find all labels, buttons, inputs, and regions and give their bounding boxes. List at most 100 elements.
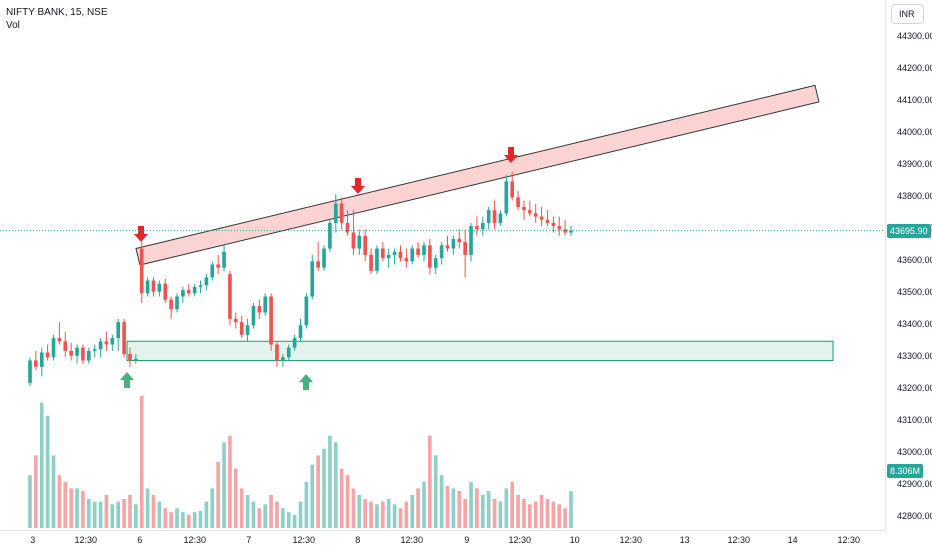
volume-layer	[28, 396, 573, 528]
volume-bar	[328, 435, 332, 528]
candle-body	[163, 283, 168, 300]
candle-body	[116, 322, 121, 339]
volume-bar	[263, 504, 268, 528]
volume-bar	[310, 464, 315, 528]
volume-bar	[510, 481, 515, 528]
volume-bar	[333, 442, 338, 528]
candle-body	[104, 341, 109, 345]
volume-bar	[480, 495, 485, 528]
chart-area[interactable]: NIFTY BANK, 15, NSE Vol	[0, 0, 885, 530]
volume-bar	[210, 488, 215, 528]
volume-bar	[369, 501, 373, 528]
volume-bar	[139, 396, 144, 528]
candle-body	[245, 325, 250, 335]
candle-body	[175, 296, 179, 310]
candle-body	[204, 277, 209, 286]
candle-body	[463, 242, 467, 255]
price-tick-label: 42800.00	[897, 511, 932, 522]
volume-bar	[228, 435, 232, 528]
candle-body	[292, 338, 297, 348]
candle-body	[34, 360, 38, 367]
candle-body	[433, 258, 438, 268]
volume-bar	[433, 455, 438, 528]
candle-body	[210, 264, 215, 278]
candle-body	[416, 248, 420, 255]
volume-bar	[251, 501, 256, 528]
volume-bar	[528, 504, 532, 528]
candle-body	[257, 306, 262, 313]
time-tick-label: 13	[679, 535, 690, 545]
candle-body	[428, 245, 432, 268]
candle-body	[186, 290, 191, 294]
volume-bar	[63, 481, 68, 528]
chart-canvas[interactable]	[0, 0, 885, 530]
volume-bar	[533, 501, 538, 528]
volume-bar	[198, 510, 203, 528]
volume-bar	[157, 501, 162, 528]
volume-bar	[75, 488, 79, 528]
candle-body	[375, 248, 379, 271]
price-tick-label: 43500.00	[897, 287, 932, 298]
up-arrow-icon	[120, 372, 134, 388]
candle-body	[457, 238, 462, 243]
volume-bar	[233, 468, 238, 528]
candle-body	[504, 181, 509, 214]
candle-body	[45, 352, 50, 358]
volume-bar	[345, 475, 350, 528]
price-tick-label: 43000.00	[897, 447, 932, 458]
symbol-label[interactable]: NIFTY BANK, 15, NSE	[6, 7, 108, 18]
candle-body	[233, 318, 238, 323]
candle-body	[181, 290, 185, 297]
candle-body	[345, 222, 350, 233]
volume-bar	[292, 514, 297, 528]
volume-bar	[410, 495, 415, 528]
volume-bar	[298, 501, 303, 528]
candle-body	[251, 306, 256, 326]
volume-bar	[69, 488, 73, 528]
volume-bar	[516, 495, 520, 528]
candle-body	[286, 347, 291, 358]
volume-bar	[281, 508, 285, 528]
volume-bar	[98, 501, 103, 528]
candle-body	[304, 296, 309, 326]
candle-body	[451, 238, 456, 249]
candle-body	[492, 210, 497, 223]
volume-bar	[522, 498, 526, 528]
time-tick-label: 3	[30, 535, 36, 545]
candle-body	[228, 274, 232, 319]
candle-body	[63, 341, 68, 351]
price-tick-label: 43300.00	[897, 351, 932, 362]
price-tick-label: 43400.00	[897, 319, 932, 330]
candle-body	[469, 226, 473, 255]
candle-body	[69, 350, 73, 356]
candle-body	[51, 338, 56, 358]
time-tick-label: 9	[464, 535, 470, 545]
volume-bar	[257, 508, 262, 528]
candle-body	[145, 280, 150, 294]
candle-body	[333, 203, 338, 223]
down-arrow-icon	[504, 147, 518, 163]
currency-selector[interactable]: INR	[891, 4, 924, 24]
candle-body	[98, 341, 103, 350]
volume-bar	[175, 508, 179, 528]
volume-bar	[134, 504, 138, 528]
candle-body	[310, 261, 315, 297]
candle-body	[134, 358, 138, 361]
time-tick-label: 12:30	[619, 535, 643, 545]
candle-body	[263, 296, 268, 313]
volume-bar	[475, 488, 479, 528]
volume-bar	[163, 508, 168, 528]
volume-bar	[486, 491, 491, 528]
price-axis[interactable]: 44300.00 44200.00 44100.00 44000.00 43900.00…	[885, 0, 932, 530]
candle-body	[351, 232, 356, 249]
time-tick-label: 12:30	[292, 535, 316, 545]
candle-body	[157, 283, 162, 292]
volume-bar	[539, 495, 544, 528]
time-axis[interactable]: 3 12:30 6 12:30 7 12:30 8 12:30 9 12:30 10 12:30 13 1…	[0, 530, 885, 550]
candle-body	[139, 248, 144, 294]
candle-body	[392, 251, 397, 255]
volume-indicator-label[interactable]: Vol	[6, 20, 20, 31]
volume-bar	[357, 495, 362, 528]
volume-bar	[86, 498, 91, 528]
volume-bar	[445, 485, 450, 528]
